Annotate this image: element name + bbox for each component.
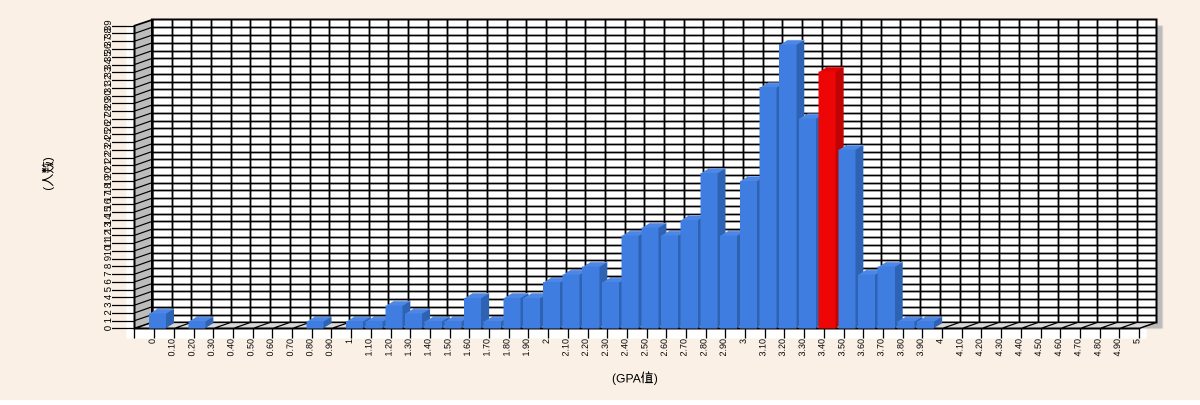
svg-text:24: 24 xyxy=(103,136,114,147)
svg-text:6: 6 xyxy=(103,279,114,284)
svg-text:4.20: 4.20 xyxy=(974,339,984,357)
svg-text:2.30: 2.30 xyxy=(600,339,610,357)
svg-text:0.40: 0.40 xyxy=(226,339,236,357)
svg-text:17: 17 xyxy=(103,191,114,202)
svg-text:34: 34 xyxy=(103,59,114,70)
svg-text:16: 16 xyxy=(103,199,114,210)
svg-text:28: 28 xyxy=(103,106,114,117)
svg-text:2: 2 xyxy=(541,339,551,344)
svg-text:2: 2 xyxy=(103,310,114,315)
svg-text:29: 29 xyxy=(103,98,114,109)
svg-text:): ) xyxy=(41,157,55,161)
svg-text:1.40: 1.40 xyxy=(423,339,433,357)
svg-text:1.70: 1.70 xyxy=(482,339,492,357)
svg-text:4.90: 4.90 xyxy=(1112,339,1122,357)
svg-text:1.50: 1.50 xyxy=(442,339,452,357)
svg-text:14: 14 xyxy=(103,214,114,225)
svg-text:12: 12 xyxy=(103,230,114,241)
svg-text:4: 4 xyxy=(103,294,114,300)
svg-text:30: 30 xyxy=(103,90,114,101)
svg-text:36: 36 xyxy=(103,44,114,55)
svg-text:35: 35 xyxy=(103,51,114,62)
svg-text:1.20: 1.20 xyxy=(383,339,393,357)
svg-text:4: 4 xyxy=(935,339,945,344)
svg-text:23: 23 xyxy=(103,145,114,156)
svg-text:0: 0 xyxy=(147,339,157,344)
svg-text:3.90: 3.90 xyxy=(915,339,925,357)
svg-text:21: 21 xyxy=(103,160,114,171)
svg-text:19: 19 xyxy=(103,176,114,187)
svg-text:37: 37 xyxy=(103,36,114,47)
svg-text:4.10: 4.10 xyxy=(954,339,964,357)
svg-text:4.60: 4.60 xyxy=(1053,339,1063,357)
svg-text:10: 10 xyxy=(103,245,114,256)
svg-text:5: 5 xyxy=(1132,339,1142,344)
svg-text:2.90: 2.90 xyxy=(718,339,728,357)
svg-text:26: 26 xyxy=(103,121,114,132)
svg-text:4.50: 4.50 xyxy=(1033,339,1043,357)
svg-text:0.80: 0.80 xyxy=(304,339,314,357)
svg-text:3.70: 3.70 xyxy=(876,339,886,357)
svg-text:3.50: 3.50 xyxy=(836,339,846,357)
svg-text:39: 39 xyxy=(103,20,114,31)
svg-text:4.80: 4.80 xyxy=(1092,339,1102,357)
svg-text:18: 18 xyxy=(103,183,114,194)
svg-text:0.60: 0.60 xyxy=(265,339,275,357)
svg-text:3.30: 3.30 xyxy=(797,339,807,357)
svg-text:0.10: 0.10 xyxy=(167,339,177,357)
svg-text:15: 15 xyxy=(103,207,114,218)
svg-text:3.80: 3.80 xyxy=(895,339,905,357)
svg-text:33: 33 xyxy=(103,67,114,78)
svg-text:2.50: 2.50 xyxy=(639,339,649,357)
svg-text:): ) xyxy=(654,371,658,385)
svg-text:4.40: 4.40 xyxy=(1014,339,1024,357)
svg-text:5: 5 xyxy=(103,287,114,292)
svg-text:0: 0 xyxy=(103,325,114,331)
svg-text:22: 22 xyxy=(103,152,114,163)
svg-text:31: 31 xyxy=(103,82,114,93)
svg-text:2.20: 2.20 xyxy=(580,339,590,357)
svg-text:20: 20 xyxy=(103,167,114,178)
svg-text:32: 32 xyxy=(103,75,114,86)
svg-text:9: 9 xyxy=(103,256,114,261)
svg-text:0.90: 0.90 xyxy=(324,339,334,357)
svg-text:1: 1 xyxy=(344,339,354,344)
svg-text:4.70: 4.70 xyxy=(1073,339,1083,357)
svg-text:1.30: 1.30 xyxy=(403,339,413,357)
svg-text:(: ( xyxy=(41,187,55,191)
svg-text:38: 38 xyxy=(103,28,114,39)
svg-text:27: 27 xyxy=(103,113,114,124)
svg-text:1.60: 1.60 xyxy=(462,339,472,357)
svg-text:7: 7 xyxy=(103,271,114,276)
svg-text:11: 11 xyxy=(103,238,114,248)
svg-text:3.40: 3.40 xyxy=(817,339,827,357)
svg-text:2.80: 2.80 xyxy=(698,339,708,357)
svg-text:2.70: 2.70 xyxy=(679,339,689,357)
svg-text:2.40: 2.40 xyxy=(620,339,630,357)
svg-text:0.30: 0.30 xyxy=(206,339,216,357)
svg-text:3.60: 3.60 xyxy=(856,339,866,357)
svg-text:2.10: 2.10 xyxy=(561,339,571,357)
svg-text:1.10: 1.10 xyxy=(364,339,374,357)
svg-text:(GPA: (GPA xyxy=(612,371,642,385)
svg-text:0.70: 0.70 xyxy=(285,339,295,357)
svg-text:1.90: 1.90 xyxy=(521,339,531,357)
svg-text:8: 8 xyxy=(103,264,114,269)
svg-text:2.60: 2.60 xyxy=(659,339,669,357)
svg-text:0.50: 0.50 xyxy=(245,339,255,357)
svg-text:3.20: 3.20 xyxy=(777,339,787,357)
svg-text:3.10: 3.10 xyxy=(757,339,767,357)
svg-text:1.80: 1.80 xyxy=(501,339,511,357)
svg-text:3: 3 xyxy=(103,303,114,308)
svg-text:25: 25 xyxy=(103,129,114,140)
svg-text:0.20: 0.20 xyxy=(186,339,196,357)
svg-text:4.30: 4.30 xyxy=(994,339,1004,357)
svg-text:13: 13 xyxy=(103,222,114,233)
svg-text:1: 1 xyxy=(103,318,114,323)
svg-text:3: 3 xyxy=(738,339,748,344)
